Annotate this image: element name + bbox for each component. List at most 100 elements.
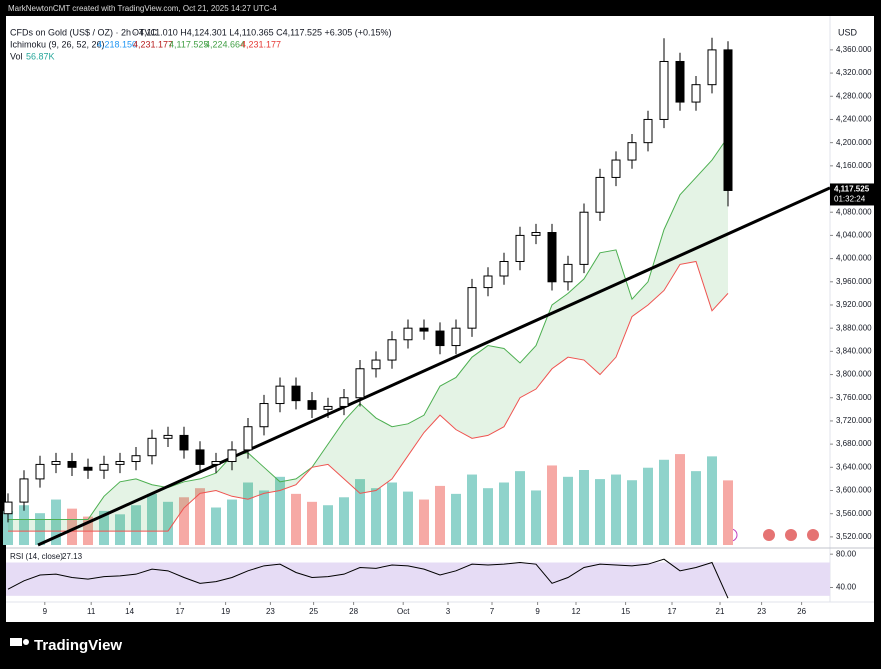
volume-bar bbox=[227, 499, 237, 545]
x-tick-label: 7 bbox=[490, 607, 495, 616]
brand: TradingView bbox=[34, 637, 122, 654]
volume-bar bbox=[275, 476, 285, 545]
candle-body bbox=[691, 84, 701, 103]
logo-mark bbox=[10, 638, 22, 646]
volume-bar bbox=[35, 513, 45, 545]
y-tick-label: 4,160.000 bbox=[836, 161, 872, 170]
candle-body bbox=[163, 434, 173, 439]
candle-body bbox=[499, 260, 509, 277]
cloud-line bbox=[8, 260, 729, 532]
volume-bar bbox=[51, 499, 61, 545]
volume-bar bbox=[659, 459, 669, 545]
x-tick-label: 25 bbox=[309, 607, 318, 616]
y-tick-label: 4,240.000 bbox=[836, 115, 872, 124]
volume-bar bbox=[723, 480, 733, 545]
x-tick-label: 15 bbox=[621, 607, 630, 616]
x-tick-label: 21 bbox=[716, 607, 725, 616]
candle-body bbox=[483, 275, 493, 289]
x-tick-label: 12 bbox=[572, 607, 581, 616]
volume-name: Vol bbox=[10, 51, 23, 61]
candle-body bbox=[643, 118, 653, 144]
candle-body bbox=[355, 368, 365, 399]
countdown: 01:32:24 bbox=[834, 195, 866, 204]
candle-body bbox=[547, 232, 557, 283]
y-tick-label: 3,840.000 bbox=[836, 346, 872, 355]
candle-body bbox=[291, 385, 301, 402]
rsi-line bbox=[7, 558, 729, 599]
candle-body bbox=[211, 461, 221, 465]
x-tick-label: 9 bbox=[43, 607, 48, 616]
candle-body bbox=[243, 426, 253, 451]
event-icon bbox=[785, 529, 797, 541]
volume-bar bbox=[579, 470, 589, 545]
candle-body bbox=[451, 327, 461, 347]
volume-bar bbox=[595, 479, 605, 545]
ichimoku-name: Ichimoku (9, 26, 52, 26) bbox=[10, 39, 105, 49]
candle-body bbox=[435, 330, 445, 347]
volume-bar bbox=[675, 454, 685, 545]
event-icon bbox=[763, 529, 775, 541]
candle-body bbox=[275, 385, 285, 405]
candle-body bbox=[51, 461, 61, 465]
candle-body bbox=[467, 287, 477, 329]
y-tick-label: 4,320.000 bbox=[836, 68, 872, 77]
x-tick-label: 23 bbox=[266, 607, 275, 616]
candle-body bbox=[419, 327, 429, 332]
volume-bar bbox=[323, 505, 333, 545]
volume-bar bbox=[611, 474, 621, 545]
x-tick-label: 17 bbox=[668, 607, 677, 616]
trendline bbox=[37, 186, 831, 547]
ohlc: O4,111.010 H4,124.301 L4,110.365 C4,117.… bbox=[132, 27, 392, 37]
candle-body bbox=[579, 211, 589, 265]
volume-bar bbox=[451, 493, 461, 545]
y-tick-label: 3,520.000 bbox=[836, 532, 872, 541]
volume-bar bbox=[163, 501, 173, 545]
volume-bar bbox=[131, 505, 141, 545]
cloud-line bbox=[8, 136, 729, 520]
volume-bar bbox=[339, 497, 349, 545]
y-tick-label: 4,280.000 bbox=[836, 91, 872, 100]
candle-body bbox=[563, 263, 573, 283]
y-tick-label: 3,920.000 bbox=[836, 300, 872, 309]
ichimoku-value: 4,218.150 bbox=[97, 39, 137, 49]
ichimoku-value: 4,117.525 bbox=[169, 39, 208, 49]
x-tick-label: 28 bbox=[349, 607, 358, 616]
x-tick-label: 23 bbox=[757, 607, 766, 616]
volume-bar bbox=[435, 485, 445, 545]
candle-body bbox=[595, 176, 605, 213]
volume-bar bbox=[19, 505, 29, 545]
volume-bar bbox=[387, 482, 397, 545]
candle-body bbox=[227, 449, 237, 463]
y-tick-label: 3,720.000 bbox=[836, 416, 872, 425]
currency: USD bbox=[838, 27, 858, 37]
volume-bar bbox=[467, 474, 477, 545]
volume-bar bbox=[643, 467, 653, 545]
candle-body bbox=[3, 501, 13, 515]
volume-bar bbox=[115, 514, 125, 545]
volume-bar bbox=[307, 501, 317, 545]
cloud-fill bbox=[8, 136, 728, 532]
candle-body bbox=[259, 403, 269, 428]
volume-bar bbox=[483, 488, 493, 545]
x-tick-label: 9 bbox=[535, 607, 540, 616]
volume-bar bbox=[67, 508, 77, 545]
candle-body bbox=[659, 60, 669, 120]
rsi-tick-label: 40.00 bbox=[836, 583, 857, 592]
volume-bar bbox=[371, 488, 381, 545]
credit: MarkNewtonCMT created with TradingView.c… bbox=[8, 4, 277, 13]
candle-body bbox=[35, 463, 45, 480]
y-tick-label: 4,200.000 bbox=[836, 138, 872, 147]
volume-bar bbox=[179, 497, 189, 545]
y-tick-label: 3,680.000 bbox=[836, 439, 872, 448]
candle-body bbox=[387, 339, 397, 361]
candle-body bbox=[19, 478, 29, 503]
candle-body bbox=[67, 461, 77, 468]
y-tick-label: 4,360.000 bbox=[836, 45, 872, 54]
candle-body bbox=[723, 49, 733, 191]
volume-bar bbox=[259, 490, 269, 545]
x-tick-label: 14 bbox=[125, 607, 134, 616]
candle-body bbox=[307, 400, 317, 410]
volume-bar bbox=[707, 456, 717, 545]
candle-body bbox=[131, 455, 141, 463]
